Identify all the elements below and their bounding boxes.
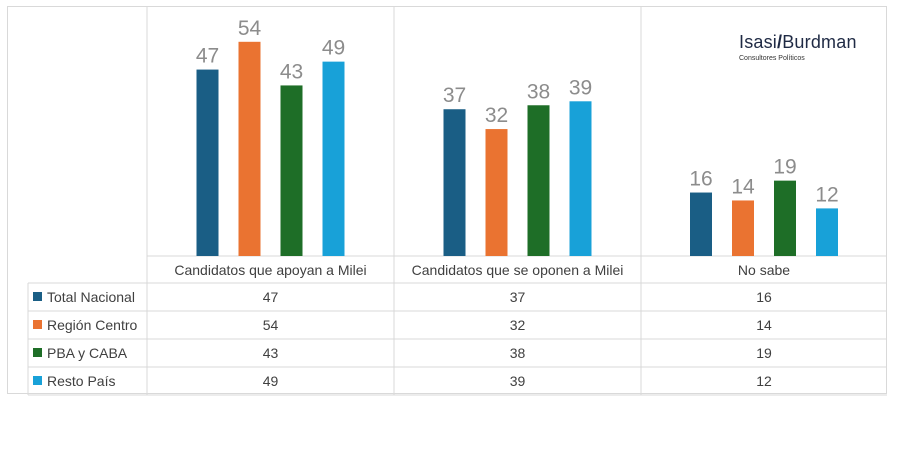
category-label: Candidatos que se oponen a Milei [412,262,624,278]
table-grid [27,6,887,396]
table-cell-value: 12 [756,373,772,389]
bar [443,109,466,256]
category-labels-group: Candidatos que apoyan a Milei Candidatos … [174,262,790,278]
logo-subtitle: Consultores Políticos [739,55,805,62]
bar [816,208,838,256]
bar [690,192,712,256]
table-cell-value: 19 [756,345,772,361]
bar-value-label: 32 [485,104,508,127]
table-cell-value: 54 [263,317,279,333]
bar [280,85,303,256]
company-logo: Isasi/Burdman Consultores Políticos [739,32,879,62]
legend-swatch [33,376,42,385]
series-name: Total Nacional [47,289,135,305]
bar-value-label: 38 [527,80,550,103]
data-labels-group: 47 54 43 49 37 32 38 39 16 14 19 12 [196,17,839,207]
table-cell-value: 39 [510,373,526,389]
bar-value-label: 43 [280,60,303,83]
legend-swatch [33,348,42,357]
table-cell-value: 32 [510,317,526,333]
bars-group [196,41,838,257]
logo-brand-left: Isasi [739,32,778,52]
bar-value-label: 49 [322,37,345,60]
chart-frame [7,6,887,394]
table-cell-value: 16 [756,289,772,305]
logo-wordmark: Isasi/Burdman [739,32,879,53]
series-name: Región Centro [47,317,137,333]
logo-slash: / [777,32,783,52]
bar-value-label: 54 [238,17,262,40]
bar-value-label: 47 [196,45,219,68]
legend-swatch [33,320,42,329]
category-label: No sabe [738,262,790,278]
bar [485,129,508,256]
table-cell-value: 38 [510,345,526,361]
table-cell-value: 37 [510,289,526,305]
bar-value-label: 19 [773,156,796,179]
bar [569,101,592,256]
category-label: Candidatos que apoyan a Milei [174,262,366,278]
table-cell-value: 49 [263,373,279,389]
legend-swatch [33,292,42,301]
bar [774,180,796,256]
series-name: PBA y CABA [47,345,128,361]
bar [238,41,261,256]
bar-value-label: 14 [731,175,755,198]
table-cell-value: 47 [263,289,279,305]
bar [322,61,345,257]
bar-value-label: 12 [815,183,838,206]
bar [732,200,754,256]
bar-value-label: 39 [569,76,592,99]
table-cell-value: 14 [756,317,772,333]
bar-value-label: 16 [689,168,712,191]
bar [196,69,219,256]
table-cell-value: 43 [263,345,279,361]
data-table: Total Nacional 47 37 16 Región Centro 54 32 14 P… [33,289,772,389]
series-name: Resto País [47,373,115,389]
bar-value-label: 37 [443,84,466,107]
logo-brand-right: Burdman [782,32,857,52]
bar [527,105,550,257]
